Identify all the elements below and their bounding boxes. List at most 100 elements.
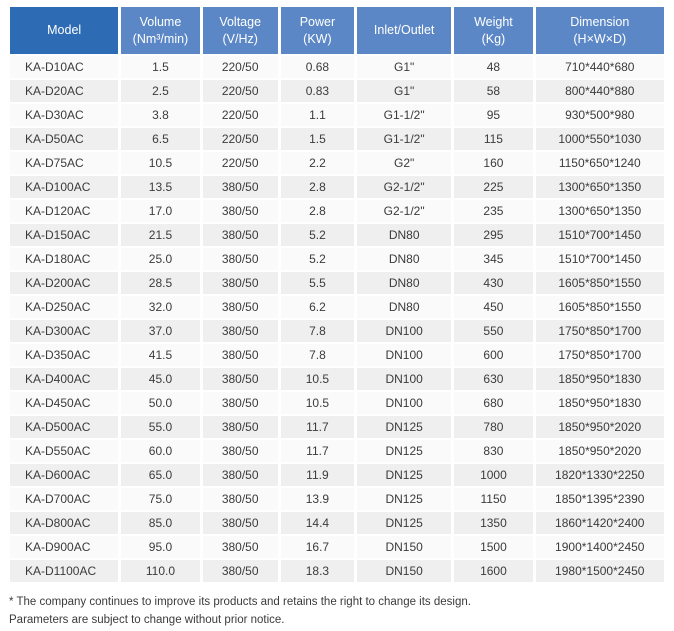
table-cell-dimension: 1150*650*1240	[535, 152, 664, 174]
table-cell-model: KA-D250AC	[10, 296, 119, 318]
table-cell-volume: 75.0	[121, 488, 200, 510]
table-cell-weight: 550	[454, 320, 533, 342]
table-cell-inlet_outlet: DN100	[357, 392, 452, 414]
table-cell-voltage: 380/50	[202, 560, 278, 582]
table-cell-power: 2.2	[280, 152, 355, 174]
table-cell-inlet_outlet: DN125	[357, 464, 452, 486]
table-cell-dimension: 1980*1500*2450	[535, 560, 664, 582]
table-cell-weight: 225	[454, 176, 533, 198]
table-cell-inlet_outlet: G1"	[357, 56, 452, 78]
table-cell-weight: 680	[454, 392, 533, 414]
table-cell-volume: 2.5	[121, 80, 200, 102]
table-cell-model: KA-D30AC	[10, 104, 119, 126]
table-row: KA-D20AC 2.5 220/50 0.83 G1" 58 800*440*880	[10, 80, 664, 102]
table-row: KA-D350AC 41.5 380/50 7.8 DN100 600 1750*850*1…	[10, 344, 664, 366]
table-cell-power: 10.5	[280, 368, 355, 390]
table-cell-inlet_outlet: DN125	[357, 512, 452, 534]
table-cell-weight: 600	[454, 344, 533, 366]
column-header-model: Model	[10, 7, 119, 54]
table-cell-voltage: 380/50	[202, 512, 278, 534]
column-label: Model	[47, 23, 82, 38]
table-cell-volume: 50.0	[121, 392, 200, 414]
table-cell-voltage: 220/50	[202, 104, 278, 126]
table-cell-dimension: 1750*850*1700	[535, 344, 664, 366]
table-cell-weight: 830	[454, 440, 533, 462]
table-row: KA-D1100AC 110.0 380/50 18.3 DN150 1600 1980*1…	[10, 560, 664, 582]
table-cell-dimension: 1850*950*1830	[535, 392, 664, 414]
table-cell-inlet_outlet: DN125	[357, 440, 452, 462]
table-cell-dimension: 1510*700*1450	[535, 248, 664, 270]
table-cell-model: KA-D100AC	[10, 176, 119, 198]
table-cell-power: 14.4	[280, 512, 355, 534]
table-cell-inlet_outlet: G1-1/2"	[357, 128, 452, 150]
table-cell-volume: 1.5	[121, 56, 200, 78]
column-header-inlet-outlet: Inlet/Outlet	[357, 7, 452, 54]
table-cell-volume: 65.0	[121, 464, 200, 486]
table-cell-inlet_outlet: DN125	[357, 416, 452, 438]
table-cell-voltage: 220/50	[202, 128, 278, 150]
table-cell-dimension: 930*500*980	[535, 104, 664, 126]
table-cell-power: 16.7	[280, 536, 355, 558]
table-cell-model: KA-D10AC	[10, 56, 119, 78]
table-body: KA-D10AC 1.5 220/50 0.68 G1" 48 710*440*680 KA-…	[10, 56, 664, 582]
table-cell-power: 2.8	[280, 176, 355, 198]
table-cell-volume: 55.0	[121, 416, 200, 438]
table-cell-dimension: 1850*950*1830	[535, 368, 664, 390]
footnote: * The company continues to improve its p…	[7, 594, 667, 630]
spec-table: Model Volume (Nm³/min) Voltage (V/Hz) Po…	[7, 5, 667, 584]
table-cell-volume: 60.0	[121, 440, 200, 462]
table-cell-model: KA-D1100AC	[10, 560, 119, 582]
column-label: Dimension	[570, 15, 630, 30]
table-row: KA-D900AC 95.0 380/50 16.7 DN150 1500 1900*140…	[10, 536, 664, 558]
table-cell-volume: 6.5	[121, 128, 200, 150]
table-cell-model: KA-D120AC	[10, 200, 119, 222]
table-cell-model: KA-D20AC	[10, 80, 119, 102]
table-cell-inlet_outlet: G2-1/2"	[357, 176, 452, 198]
table-cell-dimension: 800*440*880	[535, 80, 664, 102]
table-header: Model Volume (Nm³/min) Voltage (V/Hz) Po…	[10, 7, 664, 54]
table-cell-model: KA-D75AC	[10, 152, 119, 174]
table-cell-volume: 10.5	[121, 152, 200, 174]
table-cell-power: 5.2	[280, 248, 355, 270]
column-label: Volume	[139, 15, 182, 30]
table-cell-weight: 780	[454, 416, 533, 438]
table-cell-power: 0.83	[280, 80, 355, 102]
table-row: KA-D300AC 37.0 380/50 7.8 DN100 550 1750*850*1…	[10, 320, 664, 342]
table-cell-voltage: 220/50	[202, 152, 278, 174]
table-cell-volume: 3.8	[121, 104, 200, 126]
table-cell-dimension: 1300*650*1350	[535, 176, 664, 198]
column-header-dimension: Dimension (H×W×D)	[535, 7, 664, 54]
table-cell-model: KA-D500AC	[10, 416, 119, 438]
table-cell-power: 7.8	[280, 344, 355, 366]
table-cell-inlet_outlet: G2"	[357, 152, 452, 174]
table-cell-volume: 45.0	[121, 368, 200, 390]
table-row: KA-D400AC 45.0 380/50 10.5 DN100 630 1850*950*…	[10, 368, 664, 390]
table-cell-weight: 1000	[454, 464, 533, 486]
table-cell-power: 1.5	[280, 128, 355, 150]
table-cell-voltage: 220/50	[202, 56, 278, 78]
table-cell-voltage: 380/50	[202, 368, 278, 390]
table-cell-inlet_outlet: G2-1/2"	[357, 200, 452, 222]
table-cell-inlet_outlet: DN80	[357, 224, 452, 246]
table-cell-dimension: 1850*950*2020	[535, 416, 664, 438]
table-cell-model: KA-D350AC	[10, 344, 119, 366]
table-cell-dimension: 1750*850*1700	[535, 320, 664, 342]
table-cell-model: KA-D550AC	[10, 440, 119, 462]
table-cell-power: 5.5	[280, 272, 355, 294]
table-cell-dimension: 1510*700*1450	[535, 224, 664, 246]
table-cell-volume: 85.0	[121, 512, 200, 534]
table-cell-voltage: 380/50	[202, 296, 278, 318]
table-cell-dimension: 1605*850*1550	[535, 272, 664, 294]
table-cell-volume: 32.0	[121, 296, 200, 318]
table-cell-dimension: 1900*1400*2450	[535, 536, 664, 558]
table-cell-inlet_outlet: DN100	[357, 368, 452, 390]
table-cell-dimension: 1850*950*2020	[535, 440, 664, 462]
table-cell-power: 13.9	[280, 488, 355, 510]
table-cell-inlet_outlet: DN80	[357, 248, 452, 270]
table-cell-power: 11.9	[280, 464, 355, 486]
table-row: KA-D600AC 65.0 380/50 11.9 DN125 1000 1820*133…	[10, 464, 664, 486]
column-header-weight: Weight (Kg)	[454, 7, 533, 54]
table-cell-model: KA-D200AC	[10, 272, 119, 294]
table-row: KA-D200AC 28.5 380/50 5.5 DN80 430 1605*850*15…	[10, 272, 664, 294]
table-row: KA-D180AC 25.0 380/50 5.2 DN80 345 1510*700*14…	[10, 248, 664, 270]
